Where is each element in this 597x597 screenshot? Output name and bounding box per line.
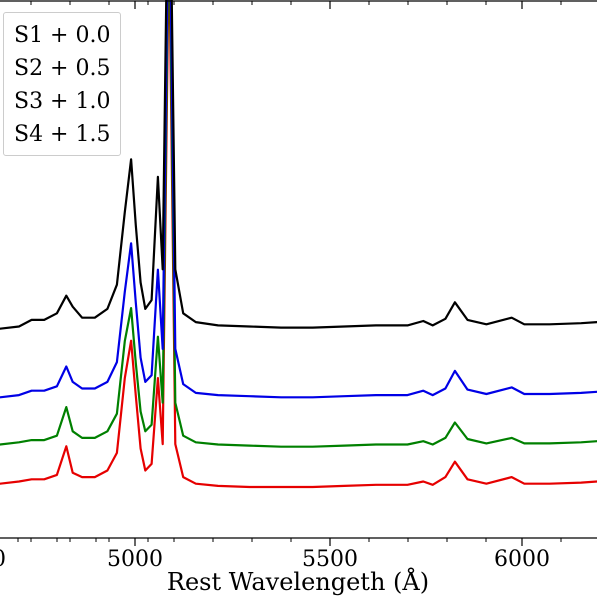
xtick-label: 5000 [107,547,163,572]
xtick-label: 00 [0,547,6,572]
legend-item: S3 + 1.0 [14,85,110,118]
legend-item: S4 + 1.5 [14,118,110,151]
legend-label: S1 + 0.0 [14,19,110,52]
legend-label: S4 + 1.5 [14,118,110,151]
legend-item: S2 + 0.5 [14,52,110,85]
legend-label: S3 + 1.0 [14,85,110,118]
xtick-label: 6000 [494,547,550,572]
legend-label: S2 + 0.5 [14,52,110,85]
xaxis-label: Rest Wavelengeth (Å) [167,567,429,596]
legend: S1 + 0.0S2 + 0.5S3 + 1.0S4 + 1.5 [3,12,121,156]
legend-item: S1 + 0.0 [14,19,110,52]
